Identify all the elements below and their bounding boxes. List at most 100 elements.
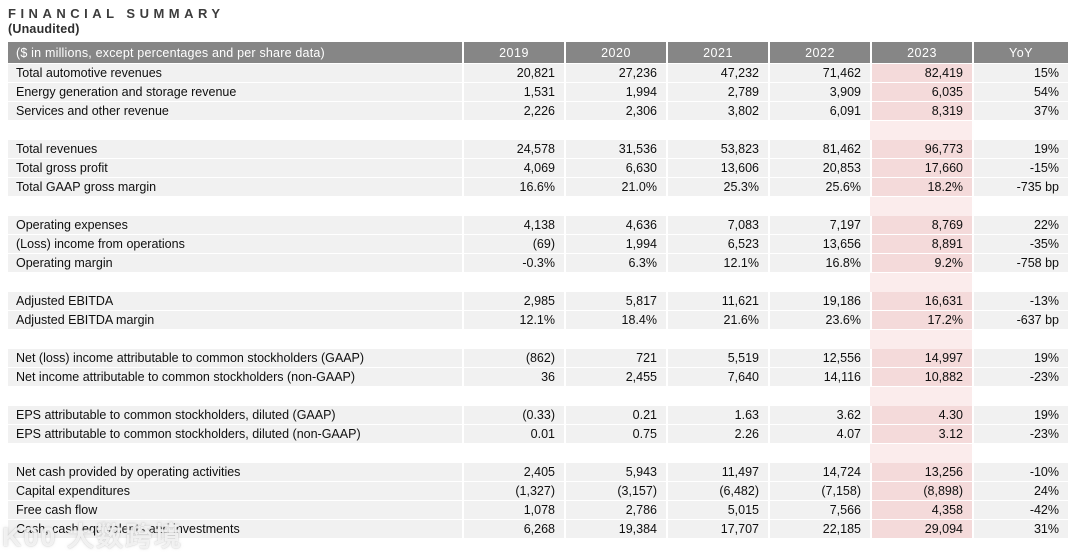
table-row: Net cash provided by operating activitie… [8,463,1068,482]
cell-2023: 18.2% [870,178,972,197]
spacer-cell [972,273,1068,292]
table-row: Net income attributable to common stockh… [8,368,1068,387]
cell-2019: 1,078 [462,501,564,520]
cell-yoy: 15% [972,64,1068,83]
spacer-cell [870,121,972,140]
cell-2020: 2,455 [564,368,666,387]
cell-2020: 6,630 [564,159,666,178]
table-row: Free cash flow 1,078 2,786 5,015 7,566 4,358-… [8,501,1068,520]
cell-yoy: 24% [972,482,1068,501]
cell-2021: 21.6% [666,311,768,330]
cell-2022: (7,158) [768,482,870,501]
spacer-row [8,387,1068,406]
row-label: Operating margin [8,254,462,273]
cell-2020: 19,384 [564,520,666,539]
cell-2021: 13,606 [666,159,768,178]
cell-2022: 23.6% [768,311,870,330]
spacer-cell [8,197,462,216]
cell-2022: 14,724 [768,463,870,482]
column-header-2019: 2019 [462,42,564,64]
cell-yoy: -42% [972,501,1068,520]
spacer-row [8,121,1068,140]
column-header-2023: 2023 [870,42,972,64]
cell-yoy: 19% [972,140,1068,159]
spacer-cell [564,197,666,216]
spacer-cell [8,387,462,406]
cell-2022: 7,566 [768,501,870,520]
cell-yoy: 54% [972,83,1068,102]
cell-2021: (6,482) [666,482,768,501]
cell-2021: 53,823 [666,140,768,159]
spacer-cell [972,387,1068,406]
cell-2022: 71,462 [768,64,870,83]
cell-2019: 4,138 [462,216,564,235]
cell-2023: 14,997 [870,349,972,368]
spacer-row [8,444,1068,463]
cell-yoy: 19% [972,406,1068,425]
row-label: Energy generation and storage revenue [8,83,462,102]
cell-2019: 36 [462,368,564,387]
table-row: Total GAAP gross margin 16.6% 21.0% 25.3% 25… [8,178,1068,197]
cell-2023: 13,256 [870,463,972,482]
cell-2021: 7,083 [666,216,768,235]
row-label: Total GAAP gross margin [8,178,462,197]
table-row: EPS attributable to common stockholders,… [8,406,1068,425]
cell-2019: 2,226 [462,102,564,121]
cell-yoy: -758 bp [972,254,1068,273]
cell-2023: 8,769 [870,216,972,235]
column-header-2020: 2020 [564,42,666,64]
cell-2022: 4.07 [768,425,870,444]
cell-2023: 10,882 [870,368,972,387]
cell-2020: 0.75 [564,425,666,444]
cell-yoy: -35% [972,235,1068,254]
spacer-cell [462,197,564,216]
cell-2019: (69) [462,235,564,254]
cell-yoy: 22% [972,216,1068,235]
table-row: (Loss) income from operations (69) 1,994 6,… [8,235,1068,254]
cell-2019: 4,069 [462,159,564,178]
cell-2021: 1.63 [666,406,768,425]
spacer-cell [666,273,768,292]
table-row: Total automotive revenues 20,821 27,236 47,… [8,64,1068,83]
cell-yoy: 31% [972,520,1068,539]
cell-2023: 17.2% [870,311,972,330]
cell-2021: 25.3% [666,178,768,197]
spacer-cell [768,330,870,349]
cell-2021: 6,523 [666,235,768,254]
spacer-row [8,330,1068,349]
page-subtitle: (Unaudited) [8,22,80,36]
row-label: Total revenues [8,140,462,159]
column-header-2022: 2022 [768,42,870,64]
cell-2019: 12.1% [462,311,564,330]
cell-2019: 1,531 [462,83,564,102]
spacer-cell [462,121,564,140]
cell-2021: 5,519 [666,349,768,368]
spacer-cell [8,121,462,140]
cell-2022: 12,556 [768,349,870,368]
cell-2022: 19,186 [768,292,870,311]
spacer-cell [462,330,564,349]
spacer-cell [666,121,768,140]
spacer-cell [462,444,564,463]
spacer-cell [972,330,1068,349]
cell-yoy: -637 bp [972,311,1068,330]
cell-2020: 721 [564,349,666,368]
cell-2022: 20,853 [768,159,870,178]
spacer-cell [666,330,768,349]
cell-2019: (1,327) [462,482,564,501]
cell-2021: 11,497 [666,463,768,482]
spacer-row [8,273,1068,292]
cell-yoy: -10% [972,463,1068,482]
cell-2019: (0.33) [462,406,564,425]
cell-2019: -0.3% [462,254,564,273]
row-label: EPS attributable to common stockholders,… [8,425,462,444]
spacer-cell [564,330,666,349]
cell-2023: 8,891 [870,235,972,254]
cell-2021: 2.26 [666,425,768,444]
spacer-cell [666,197,768,216]
table-caption: ($ in millions, except percentages and p… [8,42,462,64]
spacer-cell [564,121,666,140]
row-label: Services and other revenue [8,102,462,121]
spacer-cell [768,197,870,216]
table-row: Operating margin -0.3% 6.3% 12.1% 16.8% 9.2% -… [8,254,1068,273]
